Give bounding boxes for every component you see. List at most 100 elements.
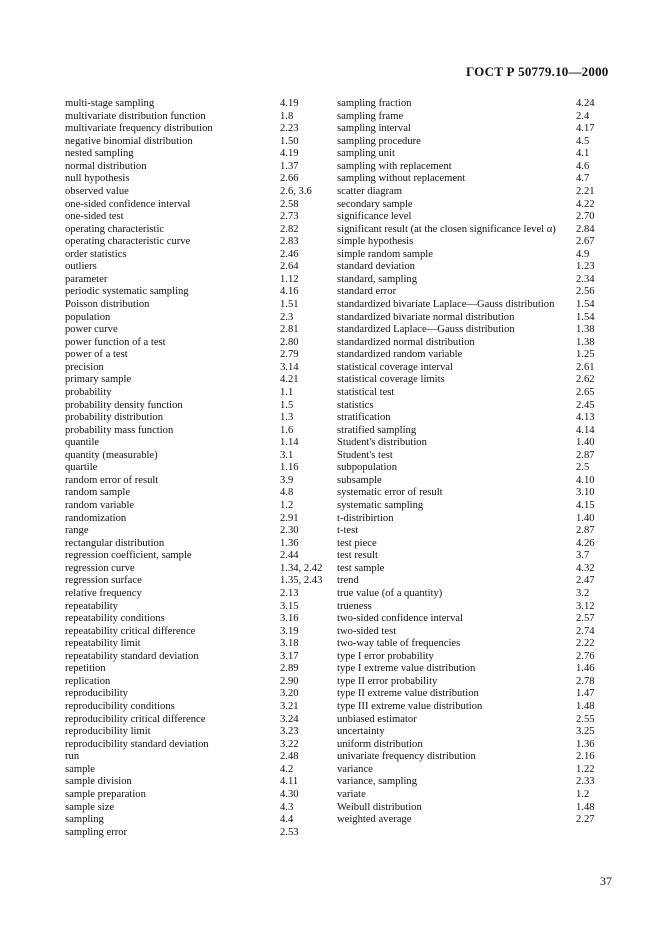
index-entry: sample division 4.11 [65,776,325,789]
index-entry: repeatability standard deviation 3.17 [65,651,325,664]
index-reference: 2.5 [576,462,590,474]
index-entry: sampling without replacement 4.7 [337,173,627,186]
index-entry: significant result (at the closen signif… [337,224,627,237]
index-term: sampling [65,814,104,826]
index-term: repeatability standard deviation [65,650,199,662]
index-entry: probability density function 1.5 [65,400,325,413]
index-entry: power function of a test 2.80 [65,337,325,350]
index-entry: variance, sampling 2.33 [337,776,627,789]
index-reference: 1.1 [280,386,294,398]
index-entry: test sample 4.32 [337,563,627,576]
index-term: stratification [337,412,391,424]
index-reference: 2.21 [576,185,595,197]
index-reference: 2.82 [280,223,299,235]
index-entry: periodic systematic sampling 4.16 [65,286,325,299]
index-term: sampling error [65,826,128,838]
index-entry: Poisson distribution 1.51 [65,299,325,312]
index-term: Weibull distribution [337,801,422,813]
index-reference: 3.14 [280,361,299,373]
index-reference: 4.15 [576,500,595,511]
index-term: uniform distribution [337,738,423,750]
index-reference: 1.36 [576,738,595,750]
index-entry: test piece 4.26 [337,538,627,551]
index-term: t-distribirtion [337,512,394,524]
index-term: t-test [337,525,359,537]
index-entry: multivariate frequency distribution 2.23 [65,123,325,136]
index-reference: 2.81 [280,324,299,336]
index-term: sampling procedure [337,135,421,147]
index-reference: 2.47 [576,575,595,587]
index-entry: two-sided test 2.74 [337,626,627,639]
index-entry: replication 2.90 [65,676,325,689]
index-reference: 4.11 [280,776,299,788]
index-term: variance, sampling [337,776,418,788]
index-term: sampling without replacement [337,173,466,185]
index-term: precision [65,361,104,373]
index-reference: 2.79 [280,349,299,361]
index-reference: 3.19 [280,625,299,637]
index-term: periodic systematic sampling [65,286,189,298]
index-term: statistics [337,399,374,411]
index-reference: 1.5 [280,399,294,411]
index-reference: 1.2 [280,500,294,511]
index-reference: 2.87 [576,449,595,461]
index-term: systematic error of result [337,487,443,499]
index-term: statistical coverage limits [337,374,445,386]
index-entry: rectangular distribution 1.36 [65,538,325,551]
index-term: reproducibility limit [65,726,151,738]
index-term: unbiased estimator [337,713,417,725]
index-entry: variate 1.2 [337,789,627,802]
index-term: reproducibility conditions [65,701,175,712]
index-reference: 3.10 [576,487,595,499]
index-term: random sample [65,487,131,499]
index-reference: 4.1 [576,148,590,160]
index-reference: 2.45 [576,399,595,411]
index-reference: 3.17 [280,650,299,662]
index-reference: 3.21 [280,701,299,712]
index-reference: 3.18 [280,638,299,650]
index-term: relative frequency [65,587,142,599]
index-term: run [65,751,80,763]
index-term: standardized normal distribution [337,336,475,348]
index-reference: 1.54 [576,311,595,323]
index-reference: 1.48 [576,701,595,712]
index-term: Student's test [337,449,393,461]
index-entry: primary sample 4.21 [65,374,325,387]
index-reference: 1.50 [280,135,299,147]
index-entry: variance 1.22 [337,764,627,777]
index-reference: 1.12 [280,273,299,285]
index-reference: 2.61 [576,361,595,373]
index-entry: random variable 1.2 [65,500,325,513]
index-reference: 1.16 [280,462,299,474]
index-reference: 2.53 [280,826,299,838]
index-reference: 4.2 [280,763,294,775]
index-entry: statistics 2.45 [337,400,627,413]
index-reference: 4.7 [576,173,590,185]
index-reference: 2.13 [280,587,299,599]
index-term: reproducibility [65,688,128,700]
index-term: Student's distribution [337,437,427,449]
index-reference: 3.25 [576,726,595,738]
index-term: multivariate distribution function [65,110,206,122]
index-entry: two-way table of frequencies 2.22 [337,638,627,651]
index-reference: 2.58 [280,198,299,210]
index-term: probability [65,386,112,398]
index-term: significance level [337,211,412,223]
index-term: systematic sampling [337,500,424,511]
index-term: null hypothesis [65,173,130,185]
index-term: negative binomial distribution [65,135,193,147]
index-reference: 2.56 [576,286,595,298]
index-entry: statistical test 2.65 [337,387,627,400]
index-term: sampling frame [337,110,404,122]
index-entry: probability 1.1 [65,387,325,400]
index-entry: regression coefficient, sample 2.44 [65,550,325,563]
index-reference: 2.78 [576,675,595,687]
index-entry: trueness 3.12 [337,601,627,614]
index-term: normal distribution [65,160,147,172]
index-reference: 3.12 [576,600,595,612]
index-term: variance [337,763,373,775]
index-entry: sampling with replacement 4.6 [337,161,627,174]
index-reference: 2.22 [576,638,595,650]
index-entry: quantity (measurable) 3.1 [65,450,325,463]
index-term: repeatability [65,600,118,612]
